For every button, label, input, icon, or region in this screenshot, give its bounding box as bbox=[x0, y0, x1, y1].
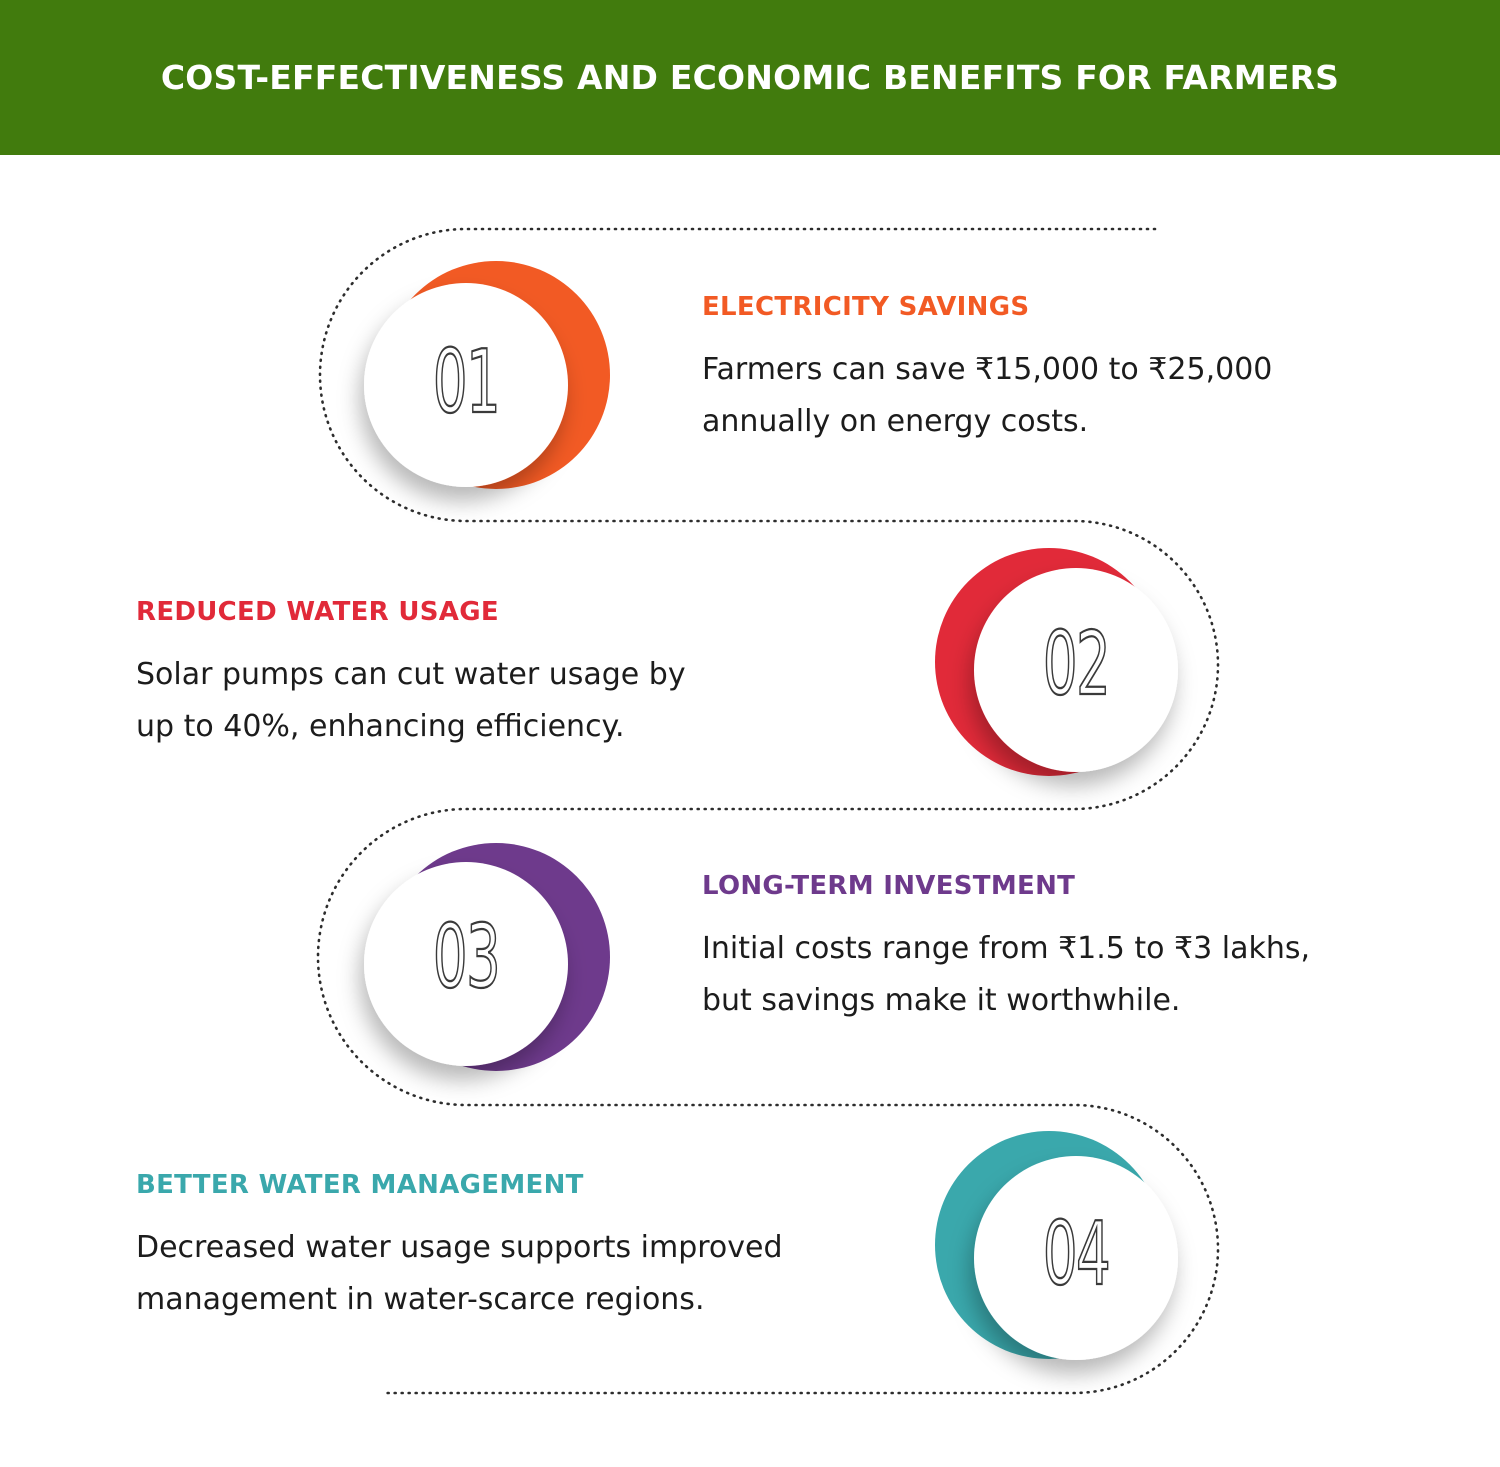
step-3-number: 03 bbox=[433, 907, 499, 1009]
step-4-description: Decreased water usage supports improved … bbox=[136, 1222, 783, 1326]
step-2-heading: REDUCED WATER USAGE bbox=[136, 597, 499, 627]
step-3-circle bbox=[364, 862, 568, 1066]
step-1-description: Farmers can save ₹15,000 to ₹25,000 annu… bbox=[702, 344, 1272, 448]
step-1-circle bbox=[364, 283, 568, 487]
step-1-number: 01 bbox=[433, 332, 499, 434]
step-1-badge: 01 bbox=[364, 261, 610, 489]
step-4-circle bbox=[974, 1156, 1178, 1360]
step-4-description-line-2: management in water-scarce regions. bbox=[136, 1282, 705, 1317]
step-2-description: Solar pumps can cut water usage by up to… bbox=[136, 649, 686, 753]
step-1-content: ELECTRICITY SAVINGS Farmers can save ₹15… bbox=[702, 292, 1272, 448]
header-banner: COST-EFFECTIVENESS AND ECONOMIC BENEFITS… bbox=[0, 0, 1500, 155]
step-1-description-line-2: annually on energy costs. bbox=[702, 404, 1089, 439]
step-2-badge: 02 bbox=[935, 548, 1178, 776]
step-1-heading: ELECTRICITY SAVINGS bbox=[702, 292, 1030, 322]
step-2-content: REDUCED WATER USAGE Solar pumps can cut … bbox=[136, 597, 686, 753]
step-4-number: 04 bbox=[1043, 1204, 1109, 1306]
step-3-heading: LONG-TERM INVESTMENT bbox=[702, 871, 1076, 901]
step-2-number: 02 bbox=[1043, 614, 1109, 716]
step-4-description-line-1: Decreased water usage supports improved bbox=[136, 1230, 783, 1265]
page-title: COST-EFFECTIVENESS AND ECONOMIC BENEFITS… bbox=[160, 58, 1340, 97]
step-2-circle bbox=[974, 568, 1178, 772]
step-2-description-line-1: Solar pumps can cut water usage by bbox=[136, 657, 686, 692]
step-3-badge: 03 bbox=[364, 843, 610, 1071]
step-3-description-line-1: Initial costs range from ₹1.5 to ₹3 lakh… bbox=[702, 931, 1311, 966]
step-3-content: LONG-TERM INVESTMENT Initial costs range… bbox=[702, 871, 1310, 1027]
step-3-description-line-2: but savings make it worthwhile. bbox=[702, 983, 1181, 1018]
step-1-description-line-1: Farmers can save ₹15,000 to ₹25,000 bbox=[702, 352, 1273, 387]
step-2-description-line-2: up to 40%, enhancing efficiency. bbox=[136, 709, 625, 744]
step-3-description: Initial costs range from ₹1.5 to ₹3 lakh… bbox=[702, 923, 1310, 1027]
step-4-heading: BETTER WATER MANAGEMENT bbox=[136, 1170, 584, 1200]
step-4-content: BETTER WATER MANAGEMENT Decreased water … bbox=[136, 1170, 783, 1326]
step-4-badge: 04 bbox=[935, 1131, 1178, 1360]
